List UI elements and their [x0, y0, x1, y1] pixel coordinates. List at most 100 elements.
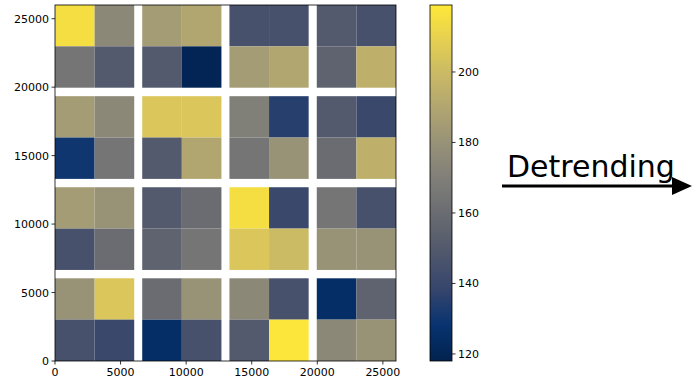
- cell: [55, 187, 95, 228]
- cell: [356, 278, 396, 319]
- cell: [317, 278, 357, 319]
- cell: [182, 278, 222, 319]
- cell: [95, 278, 135, 319]
- cell: [55, 138, 95, 179]
- cell: [356, 46, 396, 87]
- plot-frame: [55, 5, 396, 361]
- x-tick-label: 10000: [169, 366, 204, 379]
- cell: [142, 229, 182, 270]
- x-tick-label: 5000: [107, 366, 135, 379]
- x-tick: [382, 361, 383, 365]
- cell: [317, 320, 357, 361]
- cell: [95, 96, 135, 137]
- cell: [182, 320, 222, 361]
- y-tick-label: 15000: [14, 150, 49, 163]
- y-tick: [52, 292, 56, 293]
- cell: [55, 46, 95, 87]
- x-tick: [251, 361, 252, 365]
- cell: [55, 278, 95, 319]
- cell: [317, 46, 357, 87]
- y-tick: [52, 155, 56, 156]
- cell: [182, 5, 222, 46]
- cell: [317, 229, 357, 270]
- x-tick: [120, 361, 121, 365]
- cell: [356, 320, 396, 361]
- cell: [317, 138, 357, 179]
- cells: [55, 5, 396, 361]
- cell: [95, 46, 135, 87]
- cell: [182, 229, 222, 270]
- y-tick-label: 25000: [14, 13, 49, 26]
- cell: [356, 96, 396, 137]
- y-tick: [52, 361, 56, 362]
- x-tick-label: 0: [52, 366, 59, 379]
- cell: [55, 96, 95, 137]
- cell: [269, 96, 309, 137]
- cell: [182, 187, 222, 228]
- colorbar-tick-label: 160: [458, 207, 479, 220]
- cell: [229, 278, 269, 319]
- cell: [317, 187, 357, 228]
- x-tick: [186, 361, 187, 365]
- cell: [95, 138, 135, 179]
- cell: [95, 320, 135, 361]
- colorbar-tick: [452, 283, 456, 284]
- colorbar-tick-label: 180: [458, 136, 479, 149]
- cell: [229, 5, 269, 46]
- y-tick-label: 5000: [21, 287, 49, 300]
- colorbar-tick-label: 120: [458, 348, 479, 361]
- y-tick: [52, 224, 56, 225]
- cell: [55, 229, 95, 270]
- cell: [229, 320, 269, 361]
- x-tick: [317, 361, 318, 365]
- cell: [142, 320, 182, 361]
- cell: [182, 138, 222, 179]
- arrow-shaft: [502, 185, 676, 188]
- colorbar-tick: [452, 71, 456, 72]
- cell: [229, 138, 269, 179]
- cell: [269, 46, 309, 87]
- y-tick: [52, 87, 56, 88]
- x-tick-label: 20000: [300, 366, 335, 379]
- cell: [95, 229, 135, 270]
- cell: [95, 5, 135, 46]
- cell: [142, 187, 182, 228]
- y-tick: [52, 18, 56, 19]
- cell: [269, 138, 309, 179]
- cell: [142, 278, 182, 319]
- cell: [55, 5, 95, 46]
- cell: [269, 5, 309, 46]
- cell: [182, 46, 222, 87]
- colorbar-tick: [452, 142, 456, 143]
- cell: [356, 138, 396, 179]
- cell: [142, 138, 182, 179]
- cell: [142, 46, 182, 87]
- cell: [317, 96, 357, 137]
- cell: [55, 320, 95, 361]
- colorbar-tick-label: 140: [458, 277, 479, 290]
- cell: [229, 187, 269, 228]
- cell: [269, 278, 309, 319]
- x-tick-label: 25000: [365, 366, 400, 379]
- cell: [95, 187, 135, 228]
- cell: [142, 5, 182, 46]
- colorbar: [430, 5, 452, 361]
- cell: [229, 229, 269, 270]
- cell: [356, 229, 396, 270]
- y-tick-label: 0: [42, 355, 49, 368]
- cell: [229, 96, 269, 137]
- arrow-head: [672, 177, 692, 195]
- colorbar-tick: [452, 212, 456, 213]
- cell: [269, 320, 309, 361]
- y-tick-label: 20000: [14, 81, 49, 94]
- cell: [356, 187, 396, 228]
- cell: [356, 5, 396, 46]
- y-tick-label: 10000: [14, 218, 49, 231]
- colorbar-tick: [452, 353, 456, 354]
- cell: [229, 46, 269, 87]
- cell: [317, 5, 357, 46]
- cell: [269, 229, 309, 270]
- colorbar-tick-label: 200: [458, 66, 479, 79]
- x-tick-label: 15000: [234, 366, 269, 379]
- figure: 0 5000 10000 15000 20000 25000 0 5000 10000 15000…: [0, 0, 696, 384]
